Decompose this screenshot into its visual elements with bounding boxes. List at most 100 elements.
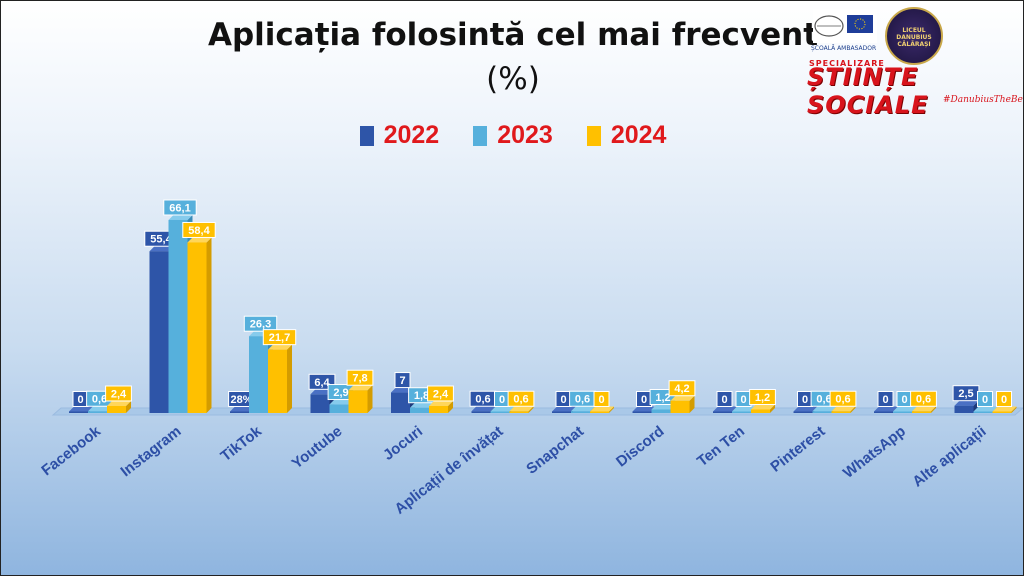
category-label-6: Snapchat [523,423,587,478]
value-label-2022-3: 6,4 [314,377,330,389]
value-label-2023-9: 0,6 [816,394,831,406]
value-label-2022-1: 55,4 [150,234,172,246]
value-label-2024-9: 0,6 [835,394,850,406]
value-label-2022-2: 28% [230,394,252,406]
spec-big-text: ȘTIINȚE SOCIALE [807,63,929,119]
legend-swatch-2022 [359,125,374,146]
value-label-box-2024-7 [668,380,696,397]
bar-2024-8 [751,404,775,413]
value-label-2024-8: 1,2 [755,392,770,404]
bar-2024-9 [831,406,856,413]
bar-2024-6 [590,406,614,413]
value-label-2022-10: 0 [882,394,888,406]
category-label-2: TikTok [217,422,265,465]
value-label-2024-5: 0,6 [513,394,528,406]
value-label-2023-1: 66,1 [169,202,190,214]
category-label-0: Facebook [38,422,104,479]
value-label-2024-11: 0 [1001,394,1007,406]
value-label-2024-7: 4,2 [674,383,689,395]
value-label-2022-9: 0 [802,394,808,406]
category-label-11: Alte aplicații [909,423,989,491]
category-label-1: Instagram [117,423,184,481]
logo-area: ȘCOALĂ AMBASADOR LICEUL DANUBIUS CĂLĂRAȘ… [803,1,1024,119]
ep-caption: ȘCOALĂ AMBASADOR [811,45,877,52]
bar-2024-11 [992,406,1017,413]
value-label-2023-4: 1,8 [414,390,429,402]
bar-2024-5 [509,406,534,413]
bar-2024-10 [912,406,936,413]
value-label-2023-7: 1,2 [655,392,670,404]
category-label-10: WhatsApp [840,423,909,482]
value-label-box-2024-4 [427,385,454,402]
category-label-8: Ten Ten [694,423,748,470]
value-label-box-2022-4 [394,372,411,389]
value-label-2023-2: 26,3 [250,319,271,331]
value-label-box-2024-8 [749,388,776,405]
value-label-2024-10: 0,6 [916,394,931,406]
value-label-box-2024-9 [829,390,857,407]
chart-title-text: Aplicația folosintă cel mai frecvent [207,17,819,53]
value-label-2022-11: 2,5 [958,388,973,400]
chart-title: Aplicația folosintă cel mai frecvent (%) [1,15,1023,99]
value-label-2022-8: 0 [721,394,727,406]
value-label-box-2024-0 [105,385,132,402]
bar-2024-2 [268,344,292,413]
value-label-2023-10: 0 [901,394,907,406]
value-label-2023-5: 0 [499,394,505,406]
value-label-2022-6: 0 [560,394,566,406]
legend-item-2022: 2022 [359,121,440,150]
value-label-2022-4: 7 [399,375,405,387]
bar-2024-1 [187,237,212,413]
category-label-9: Pinterest [767,423,828,476]
spec-small-text: SPECIALIZARE [809,59,885,68]
value-label-box-2024-1 [182,221,216,238]
legend-swatch-2023 [473,125,488,146]
bar-2024-7 [670,395,695,413]
value-label-box-2024-3 [346,369,374,386]
bar-2024-0 [107,400,131,413]
legend: 2022 2023 2024 [1,121,1023,150]
european-parliament-logo [813,9,877,43]
value-label-2023-3: 2,9 [333,387,348,399]
value-label-2024-1: 58,4 [188,225,210,237]
legend-label-2023: 2023 [497,121,553,149]
value-label-2023-0: 0,6 [92,394,107,406]
school-seal-logo: LICEUL DANUBIUS CĂLĂRAȘI [885,7,943,65]
value-label-box-2024-10 [910,390,937,407]
value-label-2024-4: 2,4 [433,388,449,400]
seal-text: LICEUL DANUBIUS CĂLĂRAȘI [896,27,932,48]
legend-label-2022: 2022 [383,121,440,149]
value-label-2024-0: 2,4 [111,388,127,400]
chart-subtitle: (%) [486,61,540,97]
legend-item-2023: 2023 [473,121,553,150]
value-label-box-2023-11 [977,391,993,407]
legend-swatch-2024 [586,125,601,146]
specialization-logo: SPECIALIZARE ȘTIINȚE SOCIALE [807,59,1023,119]
value-label-box-2022-8 [716,391,733,407]
legend-label-2024: 2024 [610,121,667,149]
value-label-box-2023-1 [163,199,197,216]
chart-floor [51,407,1023,416]
value-label-2022-7: 0 [641,394,647,406]
value-label-2023-8: 0 [740,394,746,406]
value-label-2023-11: 0 [982,394,988,406]
bar-2024-3 [348,385,373,413]
value-label-2022-5: 0,6 [475,394,490,406]
value-label-box-2023-2 [243,315,278,332]
category-label-3: Youtube [289,423,346,473]
value-label-2023-6: 0,6 [575,394,590,406]
category-label-4: Jocuri [380,423,426,464]
bar-2024-4 [429,400,453,413]
legend-item-2024: 2024 [586,121,667,150]
value-label-box-2024-6 [593,391,610,407]
value-label-box-2024-5 [507,390,535,407]
category-label-7: Discord [613,423,667,471]
value-label-box-2024-2 [262,329,297,346]
value-label-2024-6: 0 [598,394,604,406]
value-label-2024-3: 7,8 [352,373,367,385]
hashtag-text: #DanubiusTheBest [943,95,1024,105]
value-label-2024-2: 21,7 [269,332,290,344]
value-label-box-2022-10 [877,391,894,407]
